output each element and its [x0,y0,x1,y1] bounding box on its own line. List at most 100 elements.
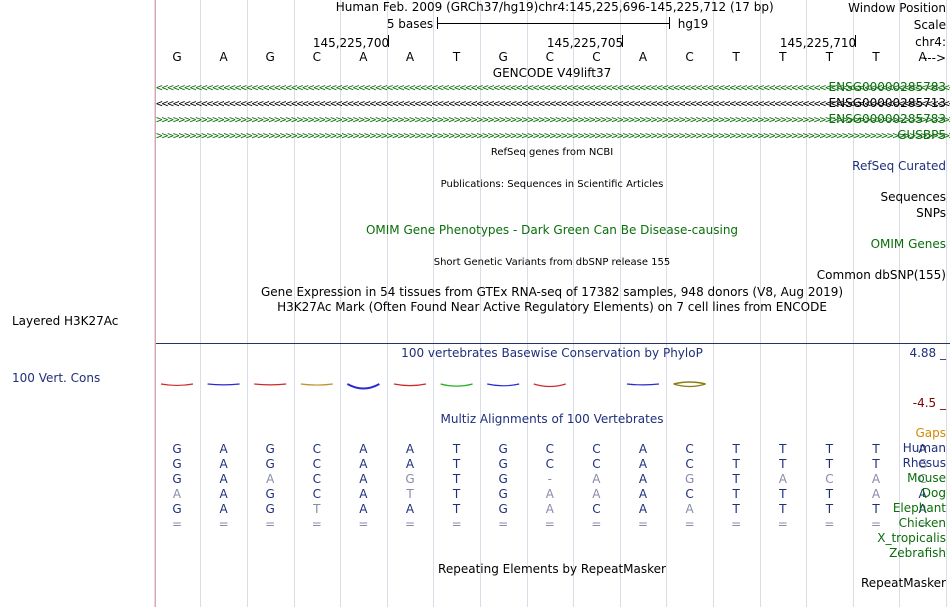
alignment-base: C [545,457,554,471]
phylop-bar [440,383,473,387]
alignment-base: T [732,487,740,501]
alignment-base: G [172,457,182,471]
alignment-base: = [870,517,882,531]
alignment-base: G [498,502,508,516]
reference-base: C [592,50,601,64]
alignment-base: A [219,502,228,516]
alignment-base: A [219,457,228,471]
alignment-base: T [732,442,740,456]
track-area[interactable] [153,0,950,607]
alignment-base: A [359,457,368,471]
alignment-base: A [405,502,415,516]
sequences-track-label[interactable]: Sequences [880,190,946,204]
species-label: Rhesus [902,456,946,470]
phylop-bar [207,383,240,386]
reference-base: C [312,50,321,64]
alignment-base: C [685,442,694,456]
alignment-base: = [637,517,649,531]
gene-label[interactable]: GUSBP5 [897,128,946,142]
alignment-base: G [172,442,182,456]
repeat-track-title: Repeating Elements by RepeatMasker [438,562,666,576]
phylop-max-label: 4.88 _ [909,346,946,360]
alignment-base: G [498,457,508,471]
coord-label: 145,225,700 [312,36,390,50]
alignment-base: C [918,472,927,486]
alignment-base: A [545,502,554,516]
position-text: chr4:145,225,696-145,225,712 (17 bp) [538,0,774,14]
alignment-base: G [405,472,415,486]
grid-line [852,0,854,607]
alignment-base: = [731,517,742,531]
dbsnp-track-label[interactable]: Common dbSNP(155) [816,268,946,282]
grid-line [619,0,621,607]
alignment-base: C [592,442,601,456]
species-label: X_tropicalis [877,531,946,545]
grid-line [759,0,761,607]
gene-feature[interactable]: <<<<<<<<<<<<<<<<<<<<<<<<<<<<<<<<<<<<<<<<… [156,97,950,110]
alignment-base: G [265,442,275,456]
gene-feature[interactable]: <<<<<<<<<<<<<<<<<<<<<<<<<<<<<<<<<<<<<<<<… [156,81,950,94]
alignment-base: T [452,457,461,471]
alignment-base: G [265,487,275,501]
reference-base: C [545,50,554,64]
alignment-base: A [685,502,694,516]
phylop-wiggle-plot [160,381,706,390]
grid-line [340,0,342,607]
alignment-base: T [779,487,787,501]
phylop-min-label: -4.5 _ [912,396,946,410]
chrom-label: chr4: [915,35,946,49]
alignment-base: = [358,517,369,531]
reference-base: A [405,50,415,64]
gene-label[interactable]: ENSG00000285783 [828,112,946,126]
scale-tick-right [669,17,670,29]
alignment-base: A [778,472,787,486]
alignment-base: C [312,457,321,471]
repeat-track-label[interactable]: RepeatMasker [860,576,946,590]
phylop-bar [254,383,287,386]
phylop-bar [626,383,660,386]
grid-line [200,0,202,607]
multiz-track-title: Multiz Alignments of 100 Vertebrates [440,412,664,426]
coord-tick [855,35,856,47]
coord-tick [622,35,623,47]
grid-line [386,0,388,607]
cons-track-label[interactable]: 100 Vert. Cons [12,371,101,385]
snps-track-label[interactable]: SNPs [916,206,946,220]
h3k27ac-track-label[interactable]: Layered H3K27Ac [12,314,119,328]
species-label: Elephant [892,501,946,515]
track-label-panel [0,0,156,607]
alignment-base: = [171,517,183,531]
h3k27ac-track-title: H3K27Ac Mark (Often Found Near Active Re… [277,300,827,314]
gene-label[interactable]: ENSG00000285783 [828,80,946,94]
gene-feature[interactable]: >>>>>>>>>>>>>>>>>>>>>>>>>>>>>>>>>>>>>>>>… [156,129,950,142]
gene-feature[interactable]: >>>>>>>>>>>>>>>>>>>>>>>>>>>>>>>>>>>>>>>>… [156,113,950,126]
alignment-base: T [779,442,787,456]
alignment-base: A [405,457,415,471]
track-separator [156,343,950,344]
reference-base: A [638,50,648,64]
alignment-base: C [685,487,694,501]
species-label: Human [902,441,946,455]
alignment-base: = [498,517,509,531]
alignment-base: C [685,457,694,471]
alignment-base: A [359,472,368,486]
grid-line [573,0,575,607]
omim-track-label[interactable]: OMIM Genes [870,237,946,251]
refseq-track-label[interactable]: RefSeq Curated [852,159,946,173]
grid-line [433,0,435,607]
alignment-base: A [219,487,228,501]
alignment-base: A [871,472,881,486]
alignment-base: - [547,472,552,486]
window-position-label: Window Position [848,1,946,15]
reference-base: C [685,50,694,64]
alignment-base: A [266,472,275,486]
phylop-track-title: 100 vertebrates Basewise Conservation by… [401,346,703,360]
coord-label: 145,225,710 [779,36,857,50]
alignment-base: G [172,472,182,486]
alignment-base: G [498,487,508,501]
gene-label[interactable]: ENSG00000285713 [828,96,946,110]
alignment-base: A [638,457,648,471]
publications-track-title: Publications: Sequences in Scientific Ar… [440,179,664,190]
grid-line [293,0,295,607]
